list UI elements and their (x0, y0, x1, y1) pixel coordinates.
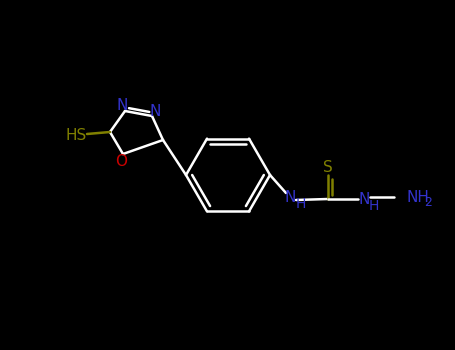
Text: N: N (116, 98, 128, 112)
Text: 2: 2 (424, 196, 432, 209)
Text: N: N (284, 189, 296, 204)
Text: S: S (323, 161, 333, 175)
Text: H: H (369, 199, 379, 213)
Text: HS: HS (66, 127, 86, 142)
Text: N: N (359, 191, 369, 206)
Text: N: N (149, 104, 161, 119)
Text: NH: NH (406, 189, 429, 204)
Text: O: O (115, 154, 127, 168)
Text: H: H (296, 197, 306, 211)
